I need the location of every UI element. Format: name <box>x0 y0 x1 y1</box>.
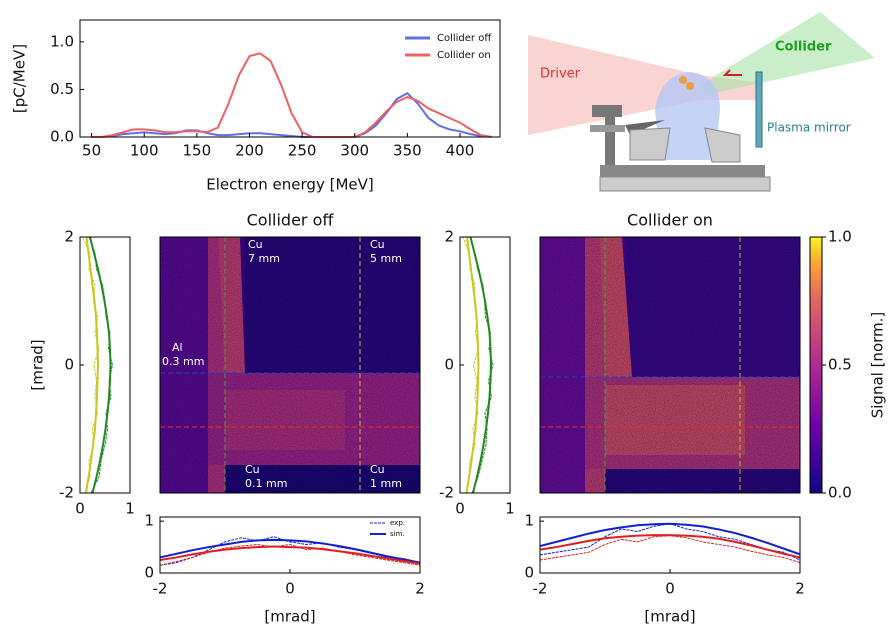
annotation: 0.3 mm <box>162 355 204 368</box>
y-tick-label: 0.0 <box>50 128 74 146</box>
x-tick-label: 150 <box>183 142 212 160</box>
y-tick-label: 0.5 <box>828 356 852 374</box>
x-tick-label: 350 <box>393 142 422 160</box>
y-tick-label: 0.0 <box>828 484 852 502</box>
x-tick-label: 0 <box>75 500 85 518</box>
x-tick-label: 400 <box>446 142 475 160</box>
x-tick-label: 0 <box>455 500 465 518</box>
data-line <box>91 92 492 138</box>
legend-label: exp. <box>390 519 405 527</box>
annotation: Cu <box>370 463 385 476</box>
x-tick-label: 300 <box>340 142 369 160</box>
y-tick-label: 1.0 <box>828 228 852 246</box>
data-line <box>88 236 114 494</box>
diagram-label: Driver <box>540 67 581 82</box>
y-axis-label: [pC/MeV] <box>11 44 29 113</box>
x-tick-label: 1 <box>505 500 515 518</box>
data-line <box>469 236 494 494</box>
legend-label: Collider on <box>437 50 491 61</box>
data-line <box>159 543 421 566</box>
y-tick-label: 2 <box>444 228 454 246</box>
data-line <box>159 545 421 565</box>
y-tick-label: 0 <box>64 356 74 374</box>
y-tick-label: 0 <box>524 564 534 582</box>
x-tick-label: 200 <box>235 142 264 160</box>
annotation: 7 mm <box>248 252 280 265</box>
panel-title: Collider off <box>247 211 335 230</box>
diagram-label: Plasma mirror <box>767 121 851 135</box>
y-tick-label: 0 <box>444 356 454 374</box>
annotation: Cu <box>245 463 260 476</box>
data-line <box>91 52 492 138</box>
axes-frame <box>79 236 131 494</box>
x-tick-label: -2 <box>533 580 548 598</box>
y-tick-label: 1 <box>144 512 154 530</box>
data-line <box>465 236 480 494</box>
x-axis-label: [mrad] <box>264 608 315 626</box>
data-line <box>82 236 100 494</box>
y-tick-label: -2 <box>59 484 74 502</box>
axes-frame <box>79 19 501 138</box>
annotation: Al <box>172 341 183 354</box>
colorbar-label: Signal [norm.] <box>869 312 887 419</box>
axes-frame <box>539 236 801 494</box>
x-tick-label: 250 <box>288 142 317 160</box>
x-tick-label: 2 <box>795 580 805 598</box>
data-line <box>85 236 100 494</box>
x-tick-label: 0 <box>285 580 295 598</box>
diagram-label: Collider <box>775 40 832 55</box>
legend-label: sim. <box>390 530 405 538</box>
data-line <box>539 534 801 559</box>
axes-frame <box>159 236 421 494</box>
annotation: 1 mm <box>370 477 402 490</box>
annotation: 0.1 mm <box>245 477 287 490</box>
annotation: Cu <box>248 238 263 251</box>
x-tick-label: 2 <box>415 580 425 598</box>
x-axis-label: [mrad] <box>644 608 695 626</box>
legend-label: Collider off <box>437 33 492 44</box>
colorbar <box>810 237 822 493</box>
x-tick-label: 50 <box>82 142 101 160</box>
y-tick-label: 2 <box>64 228 74 246</box>
data-line <box>539 535 801 564</box>
x-tick-label: -2 <box>153 580 168 598</box>
axes-frame <box>539 516 801 574</box>
data-line <box>539 522 801 556</box>
y-tick-label: 1 <box>524 512 534 530</box>
data-line <box>469 236 493 494</box>
heatmap-image <box>160 237 420 493</box>
x-tick-label: 0 <box>665 580 675 598</box>
axes-frame <box>459 236 511 494</box>
annotation: Cu <box>370 238 385 251</box>
x-tick-label: 1 <box>125 500 135 518</box>
y-tick-label: 0 <box>144 564 154 582</box>
y-axis-label: [mrad] <box>29 339 47 390</box>
annotation: 5 mm <box>370 252 402 265</box>
setup-diagram: Driver Collider Plasma mirror <box>528 12 875 192</box>
x-axis-label: Electron energy [MeV] <box>206 176 373 194</box>
panel-title: Collider on <box>627 211 713 230</box>
heatmap-image <box>540 237 800 493</box>
data-line <box>159 538 421 564</box>
y-tick-label: 1.0 <box>50 32 74 50</box>
data-line <box>89 236 112 494</box>
x-tick-label: 100 <box>130 142 159 160</box>
y-tick-label: -2 <box>439 484 454 502</box>
data-line <box>462 236 480 494</box>
y-tick-label: 0.5 <box>50 80 74 98</box>
